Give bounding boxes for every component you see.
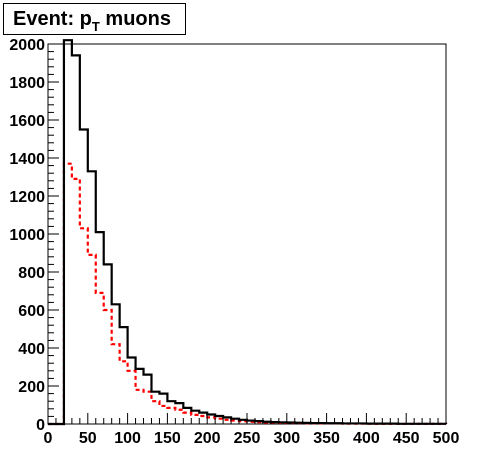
y-tick-label: 400 <box>18 341 45 358</box>
y-tick-label: 1000 <box>9 227 45 244</box>
x-tick-label: 150 <box>154 430 181 447</box>
title-suffix: muons <box>99 8 171 30</box>
plot-area <box>47 43 447 425</box>
series-solid-black <box>48 39 448 426</box>
y-tick-label: 1400 <box>9 151 45 168</box>
y-tick-label: 800 <box>18 265 45 282</box>
x-tick-label: 300 <box>273 430 300 447</box>
y-tick-label: 0 <box>36 417 45 434</box>
x-tick-label: 400 <box>353 430 380 447</box>
y-tick-label: 1200 <box>9 189 45 206</box>
x-tick-label: 500 <box>433 430 460 447</box>
x-tick-label: 450 <box>393 430 420 447</box>
y-tick-label: 2000 <box>9 37 45 54</box>
x-tick-label: 350 <box>313 430 340 447</box>
y-tick-label: 1600 <box>9 113 45 130</box>
x-tick-label: 200 <box>194 430 221 447</box>
series-dashed-red <box>48 162 448 426</box>
x-tick-label: 100 <box>114 430 141 447</box>
x-tick-label: 0 <box>44 430 53 447</box>
y-tick-label: 1800 <box>9 75 45 92</box>
x-tick-label: 250 <box>234 430 261 447</box>
title-prefix: Event: p <box>13 8 92 30</box>
axis-layer: 0 50 100 150 200 250 300 350 400 450 500 0 200 400 600… <box>9 37 459 447</box>
y-tick-label: 600 <box>18 303 45 320</box>
series-layer <box>48 39 448 426</box>
chart-title: Event: pT muons <box>3 3 186 35</box>
plot-frame <box>47 43 447 425</box>
title-subscript: T <box>91 19 100 34</box>
y-tick-label: 200 <box>18 379 45 396</box>
x-tick-label: 50 <box>79 430 97 447</box>
